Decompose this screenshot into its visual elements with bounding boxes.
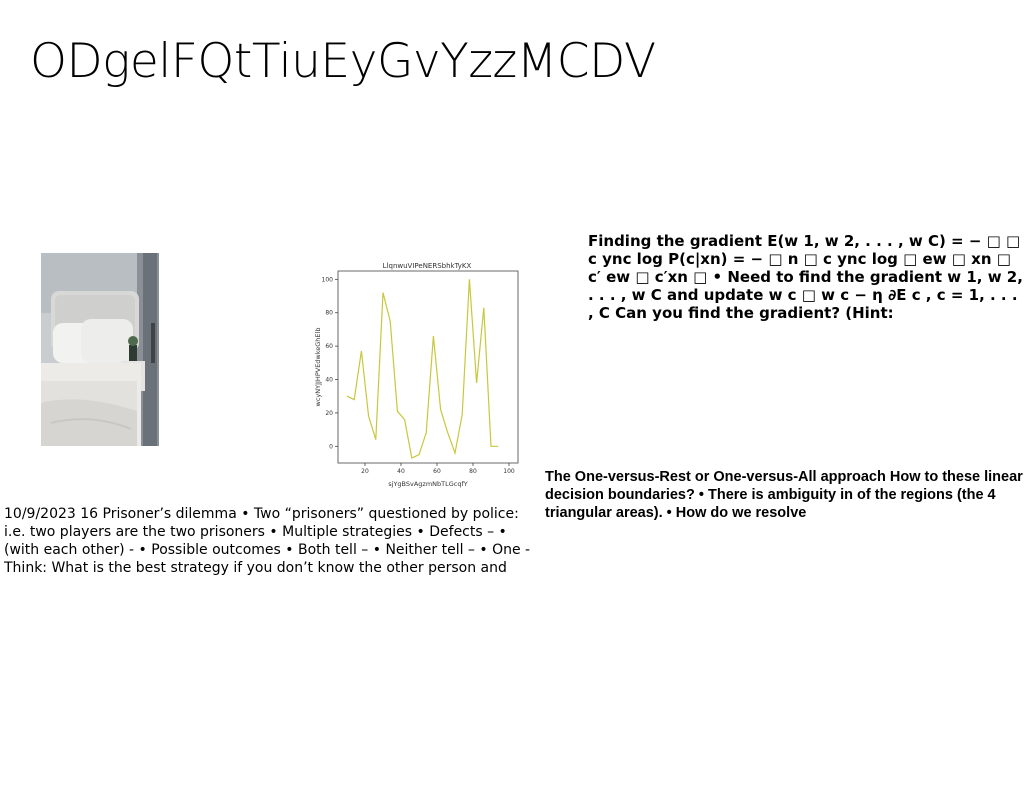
ovr-text-block: The One-versus-Rest or One-versus-All ap…: [545, 468, 1024, 524]
x-tick-label: 40: [397, 468, 405, 475]
dilemma-text-block: 10/9/2023 16 Prisoner’s dilemma • Two “p…: [4, 505, 536, 577]
gradient-text-block: Finding the gradient E(w 1, w 2, . . . ,…: [588, 232, 1024, 324]
chart-x-axis-label: sjYgBSvAgzmNbTLGcqfY: [388, 480, 468, 488]
y-tick-label: 40: [325, 377, 333, 384]
x-tick-label: 100: [503, 468, 515, 475]
slide-title: ODgelFQtTiuEyGvYzzMCDV: [30, 34, 656, 89]
chart-y-axis-label: wcyNYJJHPVEdwkeGhElb: [314, 328, 322, 407]
chart-title: LlqnwuVIPeNERSbhkTyKX: [383, 262, 472, 270]
bedroom-photo: [41, 253, 159, 446]
y-tick-label: 80: [325, 310, 333, 317]
y-tick-label: 60: [325, 343, 333, 350]
x-tick-label: 80: [469, 468, 477, 475]
gradient-text: Finding the gradient E(w 1, w 2, . . . ,…: [588, 232, 1023, 322]
y-tick-label: 20: [325, 410, 333, 417]
chart-plot-frame: [337, 270, 519, 464]
line-chart-canvas: LlqnwuVIPeNERSbhkTyKX 0 20 40 60 80 100 20 40 6…: [314, 262, 519, 488]
bedroom-photo-graphic: [41, 253, 159, 446]
y-tick-label: 100: [322, 276, 334, 283]
y-tick-label: 0: [329, 443, 333, 450]
x-axis-ticks: 20 40 60 80 100: [361, 463, 515, 475]
chart-series-line: [346, 279, 499, 459]
x-tick-label: 20: [361, 468, 369, 475]
line-chart: LlqnwuVIPeNERSbhkTyKX 0 20 40 60 80 100 20 40 6…: [305, 255, 525, 490]
dilemma-text: 10/9/2023 16 Prisoner’s dilemma • Two “p…: [4, 506, 531, 576]
x-tick-label: 60: [433, 468, 441, 475]
ovr-text: The One-versus-Rest or One-versus-All ap…: [545, 469, 1023, 521]
y-axis-ticks: 0 20 40 60 80 100: [322, 276, 338, 450]
